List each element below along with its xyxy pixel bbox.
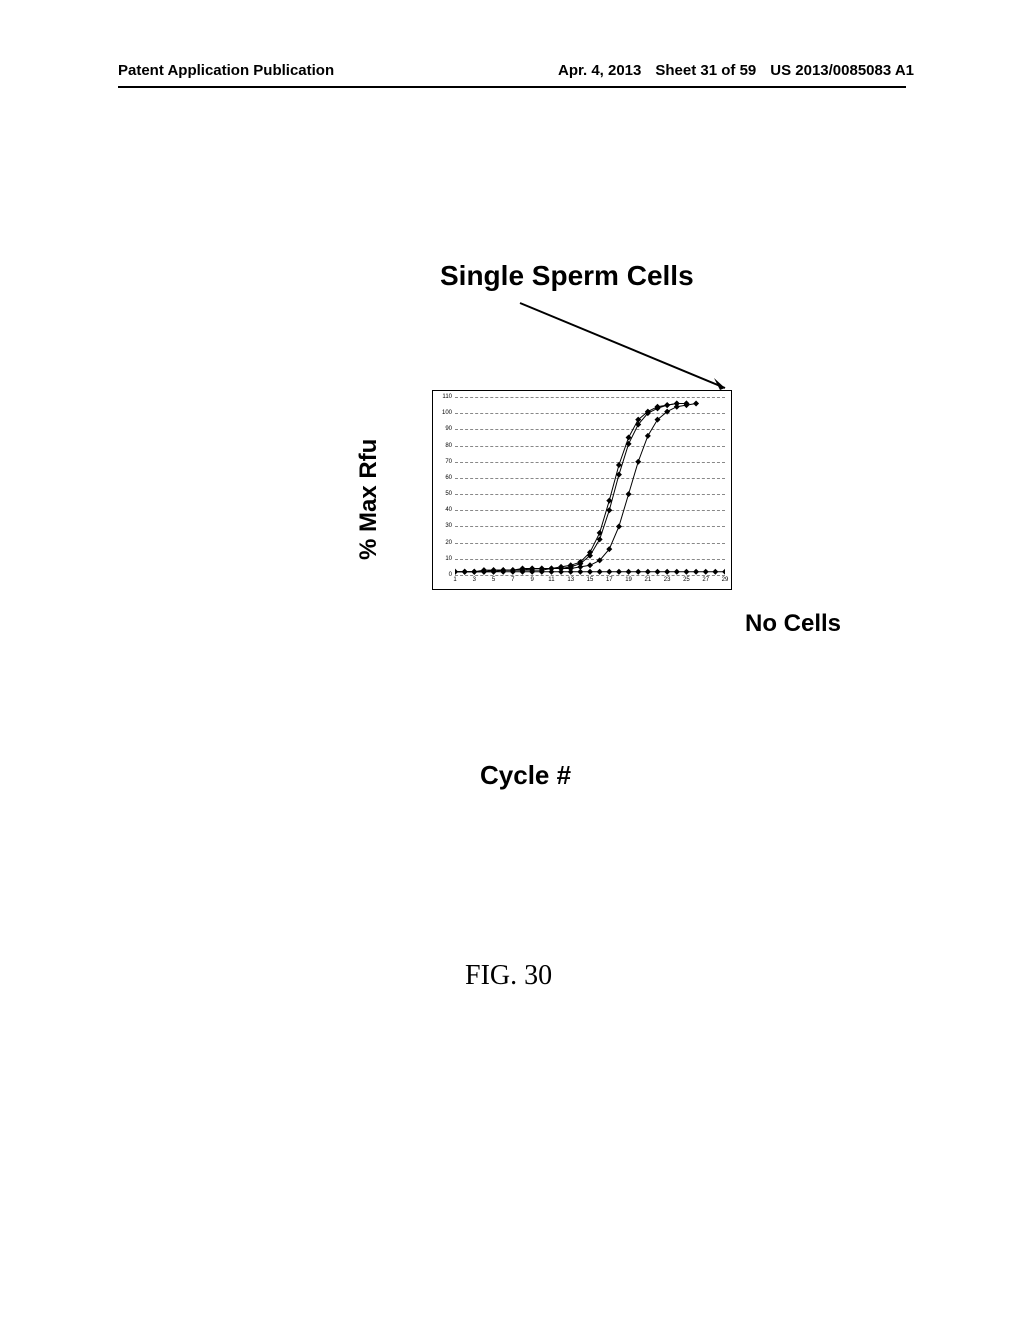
marker [558, 569, 564, 575]
y-tick-label: 60 [445, 475, 452, 481]
marker [635, 459, 641, 465]
y-tick-label: 90 [445, 426, 452, 432]
marker [616, 569, 622, 575]
page-header: Patent Application Publication Apr. 4, 2… [0, 62, 1024, 79]
marker [635, 569, 641, 575]
arrow-annotation [500, 298, 760, 398]
marker [471, 569, 477, 575]
marker [664, 402, 670, 408]
marker [616, 523, 622, 529]
plot-area: 0102030405060708090100110135791113151719… [455, 397, 725, 575]
chart-title: Single Sperm Cells [440, 260, 694, 292]
pub-date: Apr. 4, 2013 [558, 62, 641, 79]
marker [645, 433, 651, 439]
marker [548, 569, 554, 575]
y-tick-label: 30 [445, 523, 452, 529]
marker [703, 569, 709, 575]
marker [587, 569, 593, 575]
pub-type: Patent Application Publication [118, 62, 334, 79]
marker [693, 400, 699, 406]
x-tick-label: 27 [702, 577, 709, 583]
y-tick-label: 100 [442, 410, 452, 416]
x-tick-label: 3 [473, 577, 476, 583]
gridline [455, 575, 725, 576]
y-tick-label: 80 [445, 443, 452, 449]
chart-container: 0102030405060708090100110135791113151719… [432, 390, 732, 590]
marker [587, 562, 593, 568]
x-tick-label: 1 [453, 577, 456, 583]
sheet-number: Sheet 31 of 59 [655, 62, 756, 79]
marker [597, 569, 603, 575]
y-tick-label: 50 [445, 491, 452, 497]
marker [664, 569, 670, 575]
y-axis-label: % Max Rfu [355, 439, 383, 560]
header-divider [118, 86, 906, 88]
marker [626, 491, 632, 497]
y-tick-label: 70 [445, 459, 452, 465]
marker [626, 569, 632, 575]
y-tick-label: 40 [445, 507, 452, 513]
marker [674, 404, 680, 410]
marker [626, 441, 632, 447]
marker [674, 569, 680, 575]
y-tick-label: 10 [445, 556, 452, 562]
no-cells-label: No Cells [745, 610, 841, 638]
x-tick-label: 7 [511, 577, 514, 583]
marker [462, 569, 468, 575]
marker [606, 569, 612, 575]
x-tick-label: 9 [530, 577, 533, 583]
x-tick-label: 29 [722, 577, 729, 583]
marker [645, 569, 651, 575]
pub-number: US 2013/0085083 A1 [770, 62, 914, 79]
x-tick-label: 25 [683, 577, 690, 583]
x-tick-label: 5 [492, 577, 495, 583]
x-tick-label: 19 [625, 577, 632, 583]
series-line-sperm-3 [455, 403, 696, 571]
marker [722, 569, 725, 575]
x-tick-label: 23 [664, 577, 671, 583]
x-tick-label: 17 [606, 577, 613, 583]
x-tick-label: 21 [645, 577, 652, 583]
y-tick-label: 20 [445, 540, 452, 546]
x-tick-label: 13 [567, 577, 574, 583]
marker [712, 569, 718, 575]
marker [655, 569, 661, 575]
x-tick-label: 11 [548, 577, 554, 583]
marker [577, 569, 583, 575]
y-tick-label: 110 [442, 394, 452, 400]
figure-number: FIG. 30 [465, 960, 552, 992]
y-tick-label: 0 [449, 572, 452, 578]
marker [455, 569, 458, 575]
chart-svg [455, 397, 725, 575]
marker [568, 569, 574, 575]
x-axis-label: Cycle # [480, 760, 571, 791]
marker [683, 569, 689, 575]
x-tick-label: 15 [587, 577, 594, 583]
marker [693, 569, 699, 575]
